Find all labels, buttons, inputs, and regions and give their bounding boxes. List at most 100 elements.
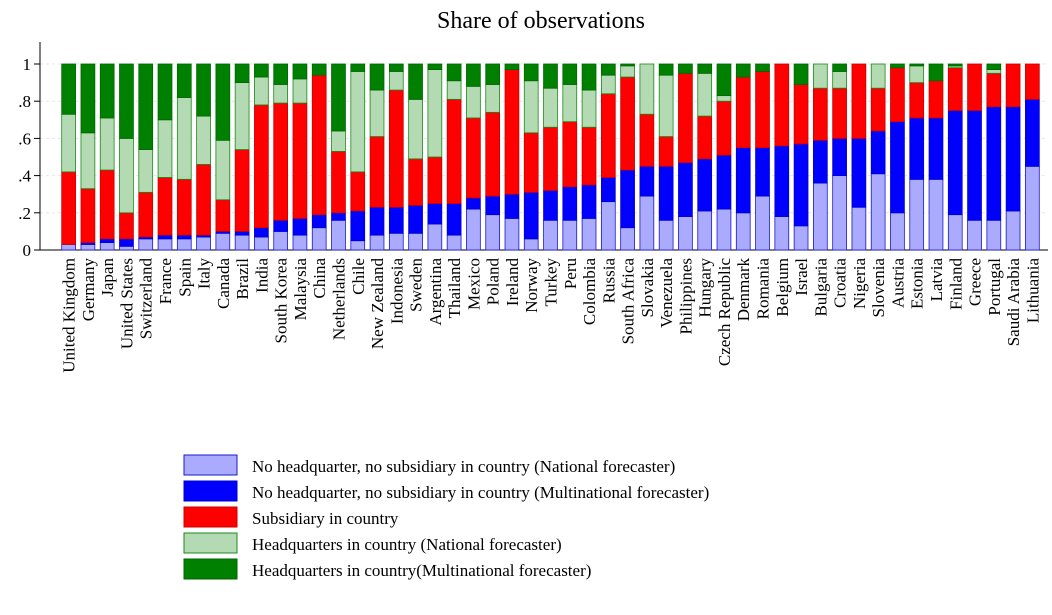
bar-segment: [234, 63, 250, 84]
x-tick-label: South Korea: [272, 258, 291, 344]
bar-segment: [427, 63, 443, 70]
bar-segment: [523, 238, 539, 251]
bar-segment: [986, 72, 1002, 108]
legend-label: Headquarters in country(Multinational fo…: [252, 561, 591, 580]
bar-segment: [832, 63, 847, 72]
x-tick-label: Sweden: [407, 258, 426, 312]
bar-segment: [273, 84, 288, 104]
x-tick-label: Latvia: [927, 258, 946, 302]
bar-segment: [176, 234, 192, 240]
x-tick-label: Finland: [946, 258, 965, 310]
bar-segment: [292, 78, 308, 104]
bar-segment: [890, 67, 905, 123]
x-tick-label: Portugal: [985, 258, 1004, 316]
bar-segment: [986, 219, 1002, 251]
x-tick-label: Belgium: [773, 258, 792, 317]
bar-segment: [427, 69, 443, 158]
bar-segment: [543, 126, 558, 191]
bar-segment: [485, 195, 501, 216]
x-tick-label: Netherlands: [329, 258, 348, 340]
x-tick-label: United Kingdom: [60, 258, 79, 373]
bar-segment: [485, 214, 501, 251]
y-tick-label: .2: [18, 204, 31, 223]
y-tick-label: 0: [23, 241, 32, 260]
bar-segment: [543, 87, 558, 128]
bar-segment: [119, 63, 134, 139]
bar-segment: [697, 72, 713, 117]
bar-segment: [292, 63, 308, 80]
bar-segment: [697, 210, 713, 251]
bar-segment: [909, 117, 925, 180]
bar-segment: [967, 110, 982, 221]
bar-segment: [446, 80, 462, 100]
bar-segment: [311, 227, 327, 251]
bar-segment: [61, 63, 76, 115]
bar-segment: [234, 82, 250, 150]
legend-swatch: [183, 454, 238, 476]
x-tick-label: Venezuela: [657, 258, 676, 328]
bar-segment: [446, 203, 462, 236]
bar-segment: [793, 84, 809, 145]
bar-segment: [196, 164, 211, 236]
bar-segment: [157, 177, 173, 236]
bar-segment: [80, 244, 96, 251]
bar-segment: [639, 195, 655, 251]
bar-segment: [157, 63, 173, 121]
bar-segment: [408, 63, 423, 100]
bar-segment: [1005, 106, 1021, 212]
x-tick-label: Greece: [966, 258, 985, 306]
bar-segment: [176, 178, 192, 236]
bar-segment: [99, 63, 115, 119]
bar-segment: [620, 65, 635, 78]
bar-segment: [61, 244, 76, 251]
bar-segment: [254, 76, 269, 106]
x-tick-label: Israel: [792, 258, 811, 296]
bar-segment: [870, 173, 886, 251]
bar-segment: [813, 87, 828, 141]
bar-segment: [813, 139, 828, 184]
bar-segment: [273, 230, 288, 251]
x-tick-label: Saudi Arabia: [1004, 258, 1023, 347]
bar-segment: [600, 201, 616, 251]
bar-segment: [138, 238, 154, 251]
bar-segment: [562, 219, 578, 251]
bar-segment: [157, 234, 173, 240]
x-tick-label: Indonesia: [387, 258, 406, 325]
bar-segment: [273, 102, 288, 221]
bar-segment: [157, 238, 173, 251]
chart-title: Share of observations: [437, 8, 645, 34]
bar-segment: [485, 84, 501, 113]
bar-segment: [755, 71, 770, 149]
bar-segment: [215, 199, 231, 232]
bar-segment: [947, 67, 963, 111]
bar-segment: [466, 197, 481, 210]
bar-segment: [523, 132, 539, 193]
bar-segment: [755, 195, 770, 251]
x-tick-label: Norway: [522, 258, 541, 313]
bar-segment: [755, 147, 770, 197]
bar-segment: [716, 154, 732, 210]
bar-segment: [909, 82, 925, 119]
x-tick-label: Hungary: [696, 258, 715, 318]
bar-segment: [331, 63, 346, 132]
bar-segment: [600, 74, 616, 95]
bar-segment: [735, 212, 751, 251]
bar-segment: [870, 130, 886, 175]
x-tick-label: Bulgaria: [811, 258, 830, 317]
bar-segment: [138, 63, 154, 150]
bar-segment: [562, 84, 578, 123]
bar-segment: [581, 63, 597, 91]
bar-segment: [851, 137, 867, 208]
y-tick-label: .6: [18, 129, 31, 148]
legend-swatch: [183, 558, 238, 580]
y-tick-label: 1: [23, 55, 32, 74]
bar-segment: [273, 63, 288, 85]
x-tick-label: Canada: [214, 258, 233, 309]
bar-segment: [639, 113, 655, 167]
x-tick-label: Ireland: [503, 258, 522, 307]
bar-segment: [311, 63, 327, 76]
bar-segment: [504, 69, 520, 195]
bar-segment: [80, 63, 96, 134]
bar-segment: [562, 186, 578, 221]
x-tick-label: Slovenia: [869, 258, 888, 318]
